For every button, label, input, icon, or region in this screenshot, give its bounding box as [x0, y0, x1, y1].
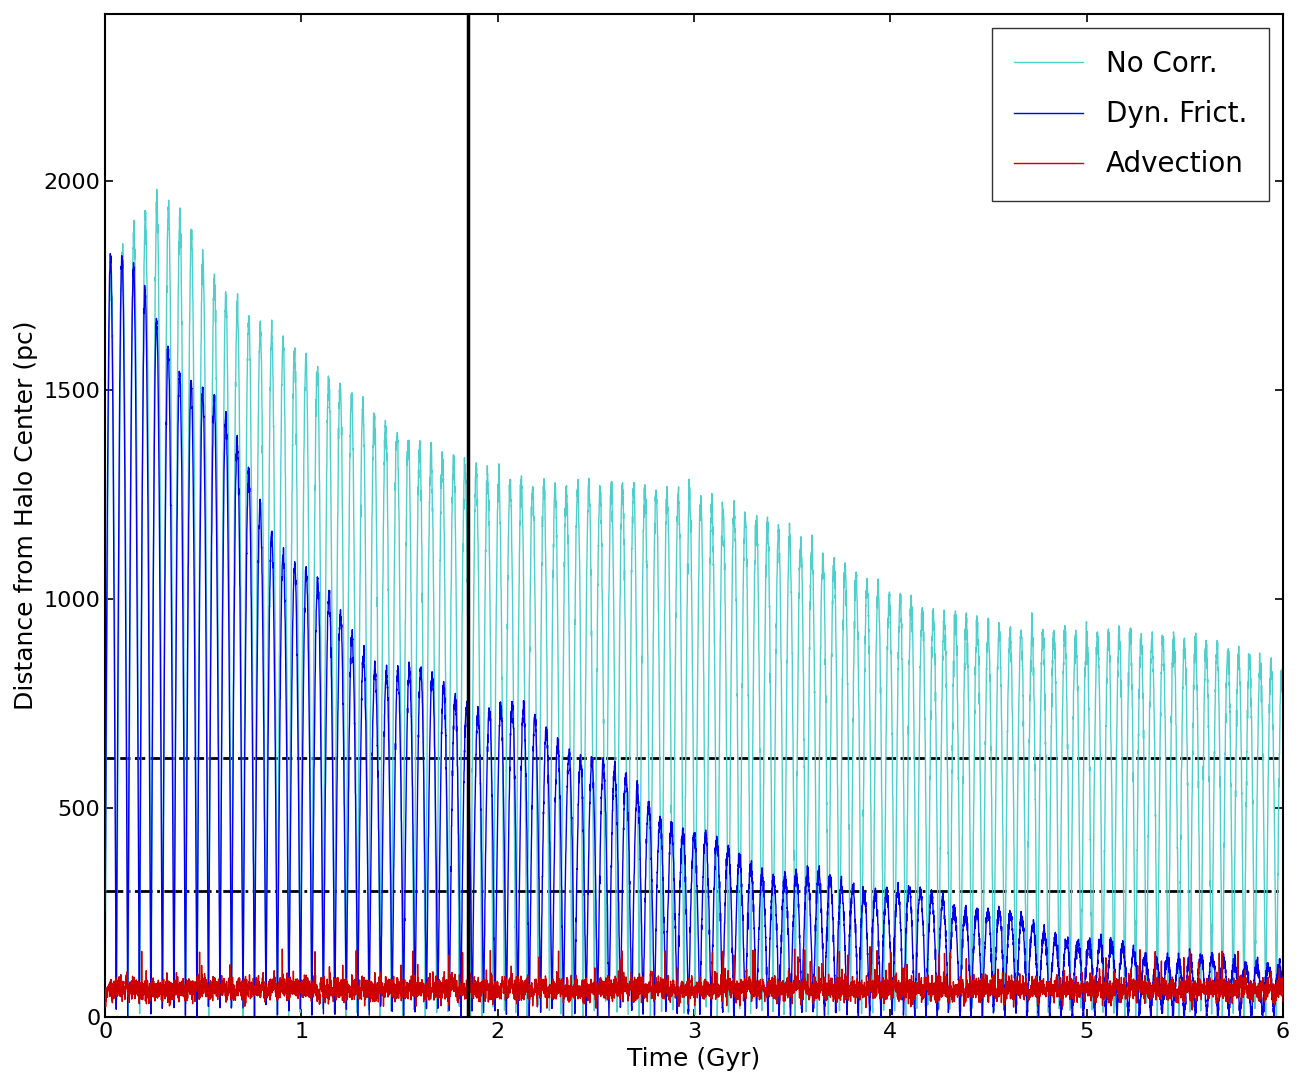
- Dyn. Frict.: [1034, 946, 1050, 959]
- Advection: [970, 971, 986, 984]
- Legend: No Corr., Dyn. Frict., Advection: No Corr., Dyn. Frict., Advection: [991, 28, 1269, 201]
- Dyn. Frict.: [120, 1010, 136, 1023]
- Y-axis label: Distance from Halo Center (pc): Distance from Halo Center (pc): [14, 320, 38, 710]
- No Corr.: [794, 593, 810, 607]
- No Corr.: [971, 659, 987, 672]
- Advection: [524, 979, 540, 992]
- No Corr.: [156, 587, 172, 600]
- No Corr.: [120, 1010, 136, 1023]
- No Corr.: [524, 487, 540, 500]
- Dyn. Frict.: [524, 799, 540, 812]
- No Corr.: [149, 182, 164, 195]
- Dyn. Frict.: [971, 923, 987, 936]
- Advection: [862, 941, 878, 954]
- Advection: [794, 988, 810, 1001]
- Line: Dyn. Frict.: Dyn. Frict.: [106, 254, 1283, 1017]
- Dyn. Frict.: [98, 904, 113, 917]
- Dyn. Frict.: [794, 994, 810, 1007]
- No Corr.: [98, 970, 113, 983]
- Advection: [846, 987, 862, 1000]
- No Corr.: [1034, 658, 1050, 671]
- Advection: [1275, 995, 1291, 1008]
- Line: Advection: Advection: [106, 947, 1283, 1010]
- No Corr.: [1275, 682, 1291, 695]
- Line: No Corr.: No Corr.: [106, 189, 1283, 1017]
- Advection: [156, 982, 172, 995]
- Dyn. Frict.: [103, 247, 119, 260]
- Dyn. Frict.: [846, 890, 862, 903]
- Dyn. Frict.: [156, 607, 172, 620]
- No Corr.: [846, 658, 862, 671]
- Advection: [98, 984, 113, 997]
- Dyn. Frict.: [1275, 988, 1291, 1001]
- Advection: [1034, 982, 1050, 995]
- Advection: [1184, 1004, 1200, 1017]
- X-axis label: Time (Gyr): Time (Gyr): [627, 1047, 760, 1071]
